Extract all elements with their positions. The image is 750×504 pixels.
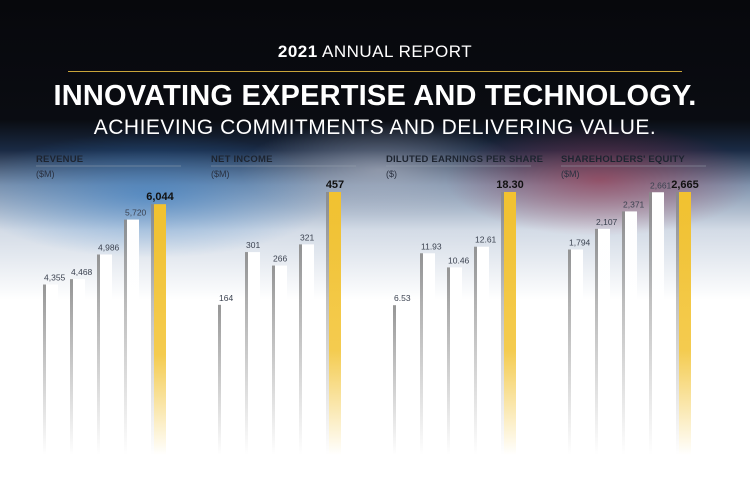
bottom-fade (0, 455, 750, 504)
bar-shadow (474, 246, 477, 455)
bar (396, 305, 408, 455)
bar-shadow (245, 252, 248, 455)
chart-title: REVENUE (36, 154, 83, 165)
bar (504, 192, 516, 455)
bar-shadow (70, 279, 73, 455)
chart-title: SHAREHOLDERS' EQUITY (561, 154, 685, 165)
chart-unit: ($M) (36, 169, 55, 179)
bar-shadow (299, 244, 302, 455)
bar-shadow (501, 192, 504, 455)
bar (652, 192, 664, 455)
report-label: ANNUAL REPORT (322, 42, 473, 61)
chart-title: DILUTED EARNINGS PER SHARE (386, 154, 543, 165)
bar (73, 279, 85, 455)
bar (275, 265, 287, 455)
data-label: 6,044 (146, 191, 174, 203)
bar-shadow (649, 192, 652, 455)
data-label: 457 (326, 179, 344, 191)
page-subtitle: ACHIEVING COMMITMENTS AND DELIVERING VAL… (93, 116, 657, 139)
bar (679, 192, 691, 455)
data-label: 10.46 (448, 255, 470, 265)
bar-shadow (622, 211, 625, 455)
data-label: 2,661 (650, 180, 672, 190)
bar-shadow (420, 253, 423, 455)
data-label: 4,468 (71, 267, 93, 277)
page-title: INNOVATING EXPERTISE AND TECHNOLOGY. (53, 80, 697, 112)
chart-group-2: NET INCOME ($M) 164 301 266 321 457 (211, 154, 356, 455)
chart-unit: ($M) (211, 169, 230, 179)
data-label: 12.61 (475, 235, 497, 245)
bar-shadow (393, 305, 396, 455)
chart-title: NET INCOME (211, 154, 273, 165)
data-label: 266 (273, 254, 287, 264)
data-label: 2,107 (596, 217, 618, 227)
bar-shadow (218, 304, 221, 455)
chart-unit: ($M) (561, 169, 580, 179)
bar-shadow (272, 265, 275, 455)
bar (329, 192, 341, 455)
bar (46, 284, 58, 455)
bar (625, 211, 637, 455)
bar-shadow (595, 228, 598, 455)
data-label: 4,986 (98, 243, 120, 253)
report-kicker: 2021 ANNUAL REPORT (0, 42, 750, 62)
data-label: 18.30 (496, 179, 524, 191)
data-label: 2,665 (671, 179, 699, 191)
data-label: 4,355 (44, 273, 66, 283)
chart-unit: ($) (386, 169, 397, 179)
bar (248, 252, 260, 455)
bar (423, 253, 435, 455)
chart-group-3: DILUTED EARNINGS PER SHARE ($) 6.53 11.93 10… (386, 154, 543, 455)
bar (450, 267, 462, 455)
data-label: 321 (300, 232, 314, 242)
data-label: 6.53 (394, 293, 411, 303)
data-label: 1,794 (569, 238, 591, 248)
bar (154, 204, 166, 455)
chart-group-1: REVENUE ($M) 4,355 4,468 4,986 5,720 6,044 (36, 154, 181, 455)
bar (477, 246, 489, 455)
bar-shadow (676, 192, 679, 455)
bar (302, 244, 314, 455)
bar-shadow (97, 254, 100, 455)
report-year: 2021 (277, 42, 318, 61)
gold-divider (68, 71, 682, 72)
bar-shadow (151, 204, 154, 455)
bar (598, 228, 610, 455)
bar (571, 249, 583, 455)
bar (100, 254, 112, 455)
bar-shadow (447, 267, 450, 455)
data-label: 5,720 (125, 208, 147, 218)
bar-shadow (568, 249, 571, 455)
bar (127, 219, 139, 455)
data-label: 164 (219, 293, 233, 303)
chart-group-4: SHAREHOLDERS' EQUITY ($M) 1,794 2,107 2,371 2… (561, 154, 706, 455)
data-label: 11.93 (421, 241, 442, 251)
bar (221, 304, 233, 455)
data-label: 2,371 (623, 199, 645, 209)
bar-shadow (124, 219, 127, 455)
bar-shadow (43, 284, 46, 455)
data-label: 301 (246, 240, 260, 250)
bar-shadow (326, 192, 329, 455)
